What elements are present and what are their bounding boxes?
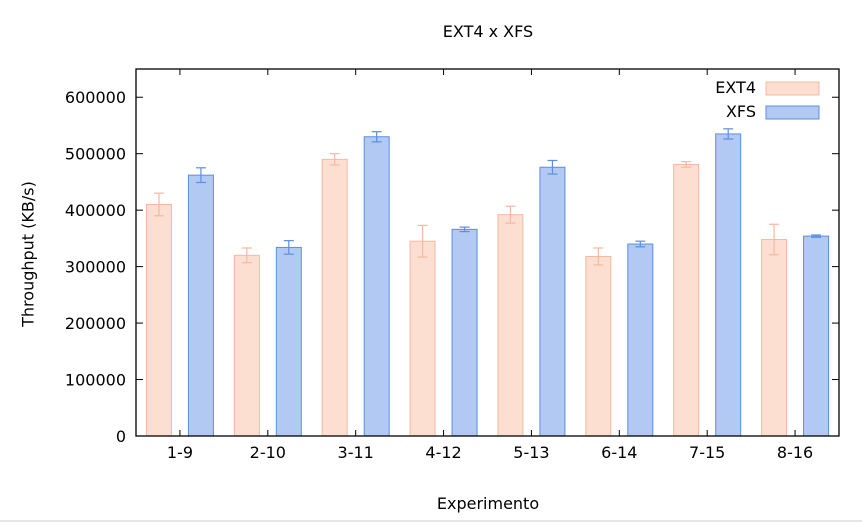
legend-swatch-xfs: [765, 105, 820, 120]
y-tick-label: 500000: [65, 145, 126, 164]
axes-layer: 1-9 2-10 3-11 4-12 5-13 6-14 7-15 8-16 0 100000 20…: [65, 68, 840, 462]
x-tick-label: 7-15: [689, 443, 725, 462]
bar-ext4-4-12: [409, 240, 436, 437]
error-bar-ext4-8-16: [769, 223, 780, 256]
error-bar-xfs-6-14: [635, 240, 646, 248]
error-bar-xfs-5-13: [547, 159, 558, 175]
x-tick-label: 1-9: [167, 443, 193, 462]
bar-xfs-7-15: [715, 133, 742, 437]
y-tick-label: 400000: [65, 201, 126, 220]
error-bar-xfs-3-11: [371, 131, 382, 143]
y-tick-label: 100000: [65, 371, 126, 390]
y-tick-label: 600000: [65, 88, 126, 107]
bar-xfs-2-10: [275, 246, 302, 437]
legend-swatch-ext4: [765, 81, 820, 96]
y-tick-label: 300000: [65, 258, 126, 277]
legend-label-ext4: EXT4: [715, 78, 756, 97]
bar-ext4-7-15: [673, 163, 700, 437]
error-bar-ext4-2-10: [241, 247, 252, 264]
bar-ext4-1-9: [145, 204, 172, 437]
error-bar-ext4-7-15: [681, 160, 692, 168]
bar-ext4-3-11: [321, 158, 348, 437]
error-bar-xfs-2-10: [283, 240, 294, 255]
x-tick-label: 4-12: [425, 443, 461, 462]
bar-xfs-4-12: [451, 228, 478, 437]
plot-frame: [135, 68, 840, 437]
x-tick-label: 2-10: [250, 443, 286, 462]
bar-xfs-3-11: [363, 136, 390, 437]
legend: EXT4 XFS: [715, 78, 820, 121]
bar-ext4-8-16: [761, 239, 788, 437]
error-bar-xfs-8-16: [811, 234, 822, 238]
bar-xfs-6-14: [627, 243, 654, 437]
error-bar-ext4-5-13: [505, 205, 516, 224]
bar-xfs-1-9: [187, 174, 214, 437]
x-axis-label: Experimento: [436, 494, 540, 513]
legend-label-xfs: XFS: [726, 102, 756, 121]
x-tick-label: 3-11: [338, 443, 374, 462]
error-bar-xfs-1-9: [195, 167, 206, 184]
x-tick-label: 6-14: [601, 443, 637, 462]
chart-title: EXT4 x XFS: [442, 22, 534, 41]
bar-xfs-5-13: [539, 166, 566, 437]
error-bar-ext4-4-12: [417, 224, 428, 258]
error-bar-xfs-7-15: [723, 128, 734, 140]
error-bar-ext4-1-9: [153, 192, 164, 217]
y-tick-label: 200000: [65, 314, 126, 333]
bottom-divider: [0, 520, 862, 522]
x-tick-label: 5-13: [513, 443, 549, 462]
bar-ext4-5-13: [497, 214, 524, 437]
x-tick-label: 8-16: [777, 443, 813, 462]
y-tick-label: 0: [116, 427, 126, 446]
error-bar-ext4-6-14: [593, 247, 604, 266]
bar-xfs-8-16: [803, 235, 830, 437]
bar-ext4-2-10: [233, 254, 260, 437]
bars-layer: [145, 128, 830, 437]
bar-ext4-6-14: [585, 255, 612, 437]
error-bar-ext4-3-11: [329, 153, 340, 166]
error-bar-xfs-4-12: [459, 226, 470, 233]
